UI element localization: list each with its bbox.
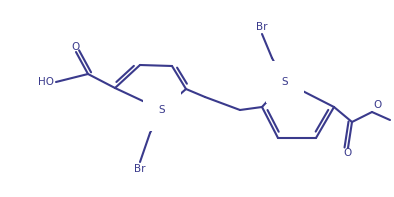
Text: O: O — [72, 42, 80, 52]
Text: HO: HO — [38, 77, 54, 87]
Text: Br: Br — [134, 164, 146, 174]
Text: Br: Br — [256, 22, 268, 32]
Text: S: S — [282, 77, 288, 87]
Text: O: O — [373, 100, 381, 110]
Text: S: S — [159, 105, 165, 115]
Text: O: O — [344, 148, 352, 158]
